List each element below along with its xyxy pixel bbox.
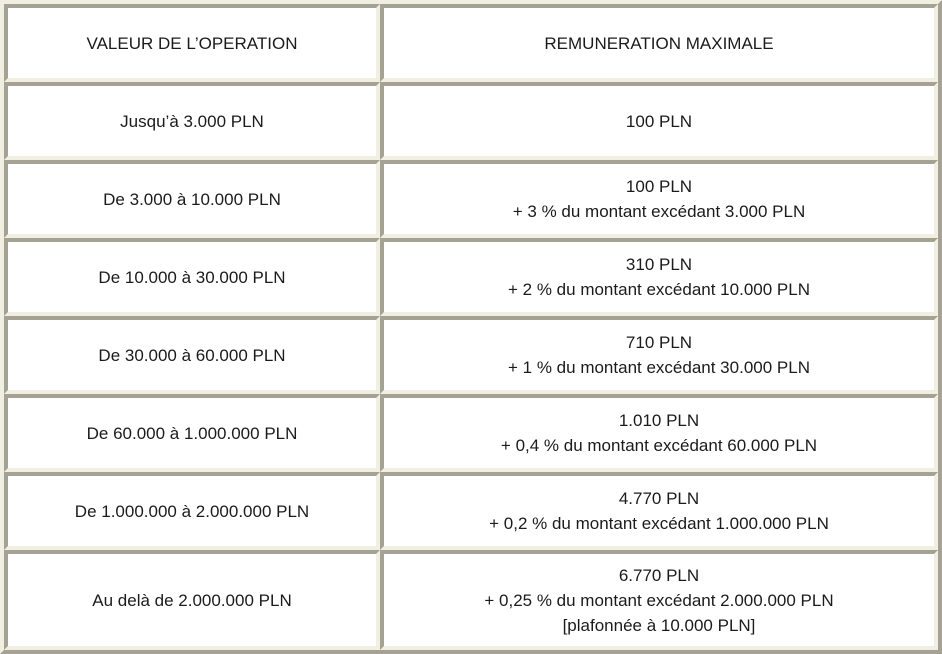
- remuneration-cell: 6.770 PLN + 0,25 % du montant excédant 2…: [380, 550, 938, 650]
- col-header-max-remuneration: REMUNERATION MAXIMALE: [380, 4, 938, 82]
- remuneration-line: 6.770 PLN: [618, 565, 700, 585]
- table-row: De 10.000 à 30.000 PLN 310 PLN + 2 % du …: [4, 238, 938, 316]
- remuneration-line: + 0,2 % du montant excédant 1.000.000 PL…: [489, 514, 829, 533]
- operation-value-cell: De 30.000 à 60.000 PLN: [4, 316, 380, 394]
- operation-value-cell: De 10.000 à 30.000 PLN: [4, 238, 380, 316]
- remuneration-line: + 0,4 % du montant excédant 60.000 PLN: [500, 436, 818, 455]
- remuneration-line: + 0,25 % du montant excédant 2.000.000 P…: [484, 590, 834, 610]
- remuneration-cell: 710 PLN + 1 % du montant excédant 30.000…: [380, 316, 938, 394]
- remuneration-line: + 3 % du montant excédant 3.000 PLN: [512, 202, 806, 221]
- header-row: VALEUR DE L’OPERATION REMUNERATION MAXIM…: [4, 4, 938, 82]
- remuneration-line: 310 PLN: [625, 255, 693, 274]
- table-row: De 30.000 à 60.000 PLN 710 PLN + 1 % du …: [4, 316, 938, 394]
- remuneration-cell: 100 PLN + 3 % du montant excédant 3.000 …: [380, 160, 938, 238]
- remuneration-cell: 1.010 PLN + 0,4 % du montant excédant 60…: [380, 394, 938, 472]
- remuneration-line: + 1 % du montant excédant 30.000 PLN: [508, 358, 810, 377]
- table-row: De 60.000 à 1.000.000 PLN 1.010 PLN + 0,…: [4, 394, 938, 472]
- operation-value-cell: Jusqu’à 3.000 PLN: [4, 82, 380, 160]
- table-row: Au delà de 2.000.000 PLN 6.770 PLN + 0,2…: [4, 550, 938, 650]
- operation-value-cell: De 60.000 à 1.000.000 PLN: [4, 394, 380, 472]
- operation-value-cell: De 3.000 à 10.000 PLN: [4, 160, 380, 238]
- remuneration-cell: 100 PLN: [380, 82, 938, 160]
- remuneration-cell: 310 PLN + 2 % du montant excédant 10.000…: [380, 238, 938, 316]
- remuneration-line: 1.010 PLN: [618, 411, 700, 430]
- table-row: De 3.000 à 10.000 PLN 100 PLN + 3 % du m…: [4, 160, 938, 238]
- remuneration-line: 4.770 PLN: [618, 489, 700, 508]
- remuneration-line: + 2 % du montant excédant 10.000 PLN: [508, 280, 810, 299]
- operation-value-cell: De 1.000.000 à 2.000.000 PLN: [4, 472, 380, 550]
- col-header-operation-value: VALEUR DE L’OPERATION: [4, 4, 380, 82]
- operation-value-cell: Au delà de 2.000.000 PLN: [4, 550, 380, 650]
- remuneration-cell: 4.770 PLN + 0,2 % du montant excédant 1.…: [380, 472, 938, 550]
- remuneration-line: 710 PLN: [625, 333, 693, 352]
- remuneration-line: 100 PLN: [625, 177, 693, 196]
- table-row: Jusqu’à 3.000 PLN 100 PLN: [4, 82, 938, 160]
- table-row: De 1.000.000 à 2.000.000 PLN 4.770 PLN +…: [4, 472, 938, 550]
- remuneration-line: 100 PLN: [625, 111, 693, 131]
- remuneration-line: [plafonnée à 10.000 PLN]: [562, 615, 756, 635]
